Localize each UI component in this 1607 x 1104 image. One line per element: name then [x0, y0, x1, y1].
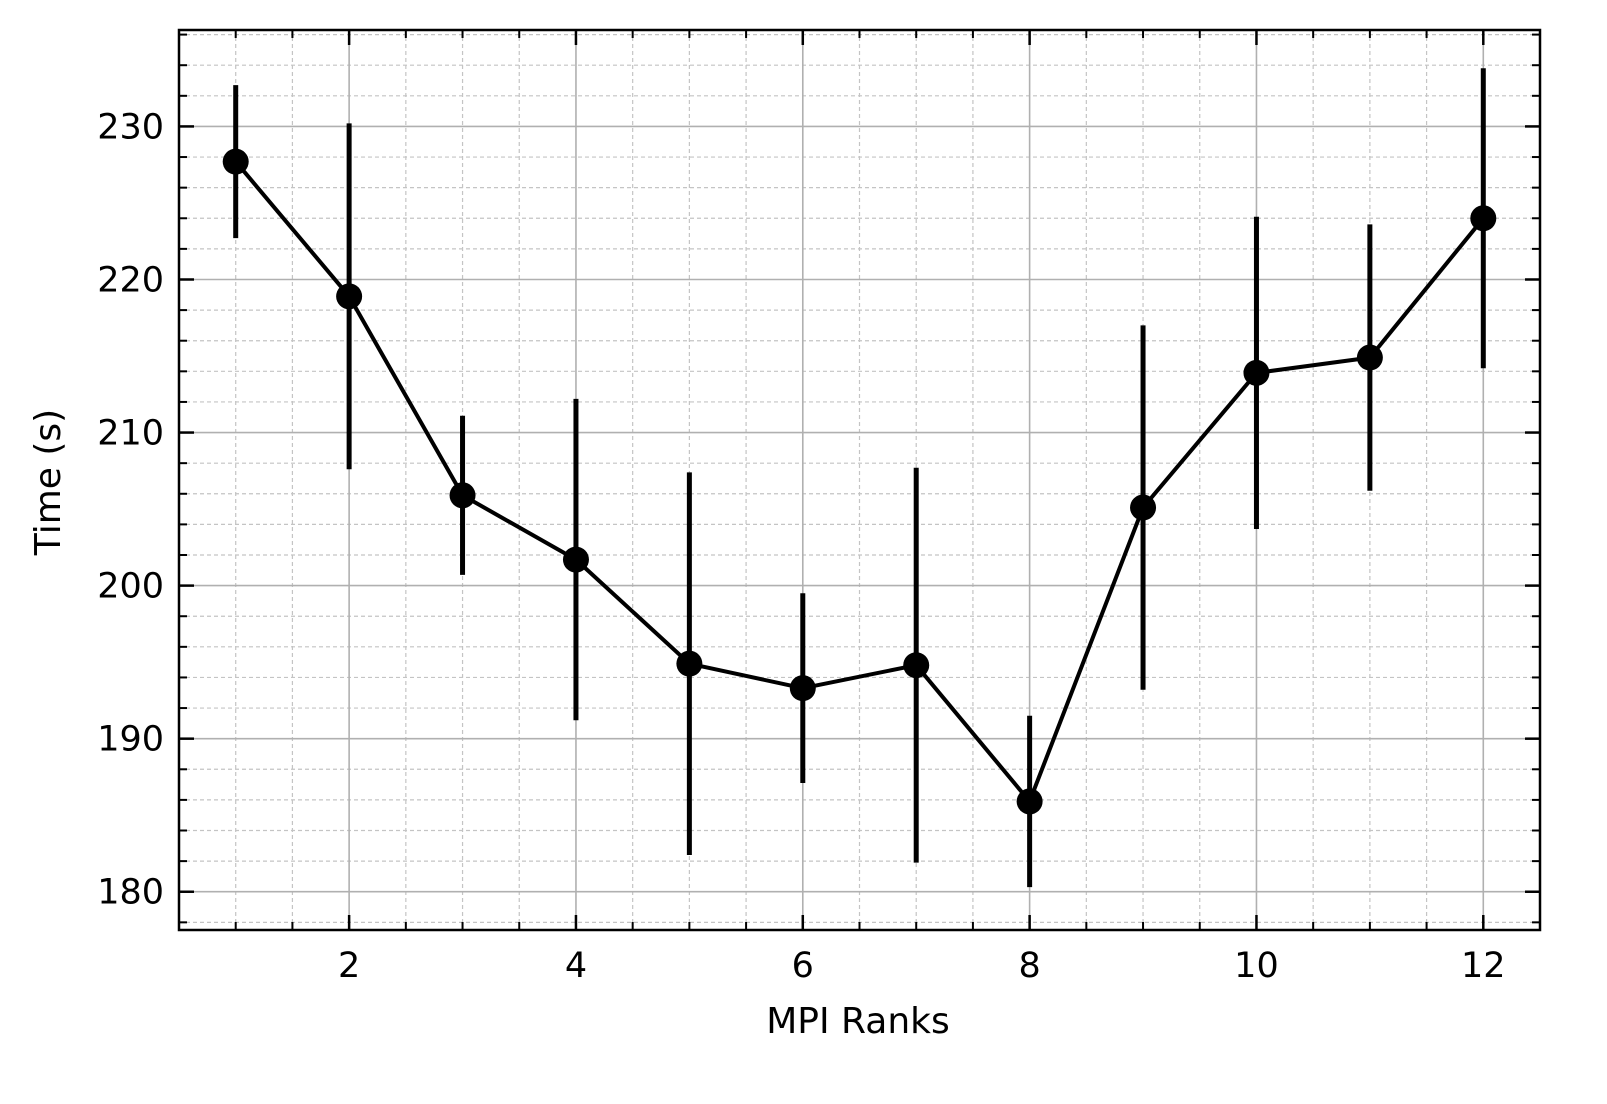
- y-tick-labels: 180 190 200 210 220 230: [97, 107, 164, 912]
- x-tick-label: 6: [792, 946, 814, 986]
- x-tick-label: 2: [338, 946, 360, 986]
- data-point: [1356, 344, 1383, 371]
- x-axis-label: MPI Ranks: [766, 1001, 950, 1042]
- axis-ticks: [178, 30, 1541, 930]
- y-tick-label: 220: [97, 260, 164, 300]
- plot-frame: [177, 28, 1542, 932]
- x-tick-label: 10: [1234, 946, 1279, 986]
- y-tick-label: 210: [97, 414, 164, 454]
- data-point: [562, 546, 589, 573]
- data-point: [1470, 205, 1497, 232]
- y-tick-label: 230: [97, 107, 164, 147]
- x-tick-label: 4: [565, 946, 587, 986]
- x-tick-label: 8: [1018, 946, 1040, 986]
- y-tick-label: 180: [97, 873, 164, 913]
- data-point: [1130, 494, 1157, 521]
- data-point: [676, 650, 703, 677]
- data-point: [789, 675, 816, 702]
- data-point: [449, 482, 476, 509]
- y-tick-label: 190: [97, 720, 164, 760]
- y-axis-label: Time (s): [28, 409, 69, 556]
- x-tick-label: 12: [1461, 946, 1506, 986]
- data-point: [903, 652, 930, 679]
- data-point: [222, 148, 249, 175]
- data-point: [336, 283, 363, 310]
- x-tick-labels: 2 4 6 8 10 12: [338, 946, 1506, 986]
- data-point: [1243, 359, 1270, 386]
- series-line: [234, 160, 1485, 804]
- data-markers: [222, 148, 1497, 815]
- y-tick-label: 200: [97, 567, 164, 607]
- data-point: [1016, 788, 1043, 815]
